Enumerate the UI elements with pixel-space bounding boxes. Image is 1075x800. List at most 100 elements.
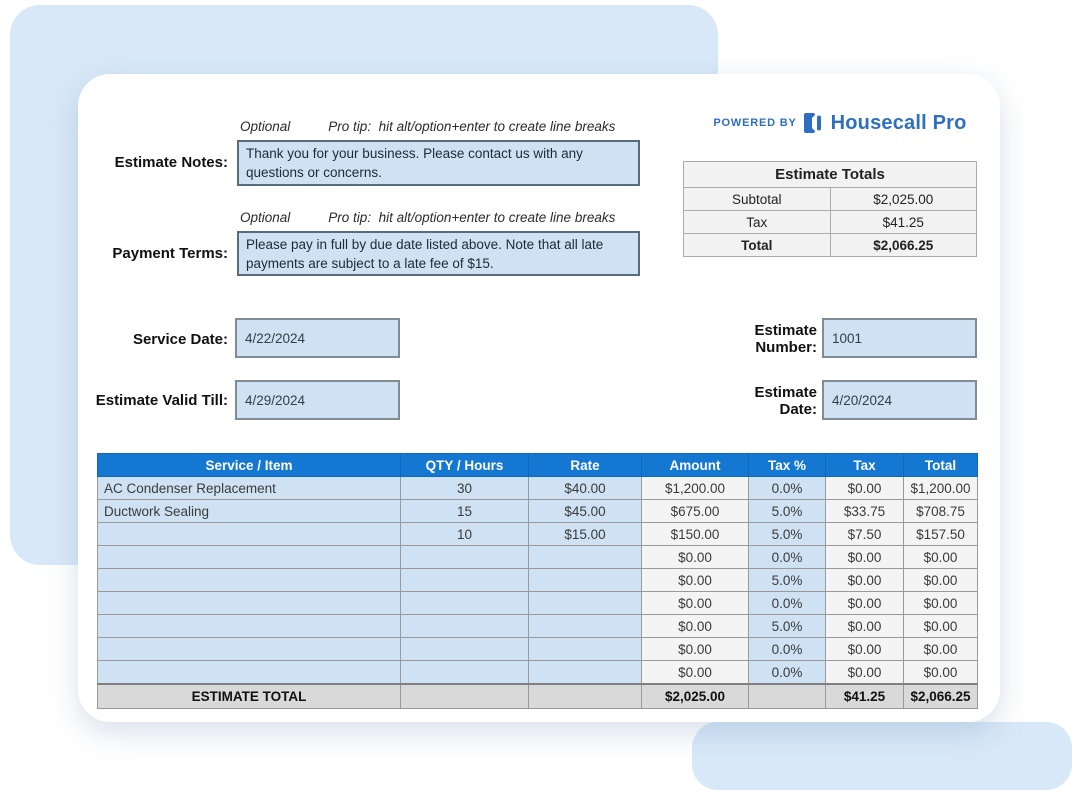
cell-amount: $0.00 [641, 545, 749, 569]
cell-rate[interactable]: $45.00 [528, 499, 642, 523]
cell-amount: $675.00 [641, 499, 749, 523]
subtotal-label: Subtotal [683, 187, 831, 211]
header-tax-percent: Tax % [748, 453, 826, 477]
powered-by-label: POWERED BY [713, 117, 797, 129]
housecall-pro-logo: POWERED BY Housecall Pro [700, 108, 980, 138]
cell-rate[interactable] [528, 660, 642, 685]
table-row: $0.00 0.0% $0.00 $0.00 [97, 545, 978, 569]
cell-tax-percent[interactable]: 5.0% [748, 499, 826, 523]
line-items-header: Service / Item QTY / Hours Rate Amount Tax %… [97, 453, 978, 477]
cell-service-item[interactable] [97, 614, 401, 638]
estimate-date-input[interactable]: 4/20/2024 [822, 380, 977, 420]
cell-tax: $0.00 [825, 591, 904, 615]
cell-rate[interactable] [528, 545, 642, 569]
estimate-total-amount: $2,025.00 [641, 683, 749, 709]
background-shape-bottom-right [692, 722, 1072, 790]
cell-rate[interactable] [528, 614, 642, 638]
cell-total: $708.75 [903, 499, 978, 523]
cell-rate[interactable] [528, 568, 642, 592]
table-row: $0.00 0.0% $0.00 $0.00 [97, 591, 978, 615]
cell-tax-percent[interactable]: 5.0% [748, 522, 826, 546]
line-items-table: Service / Item QTY / Hours Rate Amount Tax %… [97, 453, 978, 709]
table-row: $0.00 5.0% $0.00 $0.00 [97, 614, 978, 638]
cell-qty-hours[interactable] [400, 637, 529, 661]
cell-service-item[interactable] [97, 568, 401, 592]
cell-tax: $0.00 [825, 660, 904, 685]
cell-tax-percent[interactable]: 0.0% [748, 476, 826, 500]
tax-value: $41.25 [829, 210, 977, 234]
cell-total: $0.00 [903, 591, 978, 615]
notes-hint-row: Optional Pro tip: hit alt/option+enter t… [240, 119, 615, 134]
cell-rate[interactable]: $15.00 [528, 522, 642, 546]
header-service-item: Service / Item [97, 453, 401, 477]
cell-total: $1,200.00 [903, 476, 978, 500]
payment-terms-hint-row: Optional Pro tip: hit alt/option+enter t… [240, 210, 615, 225]
cell-service-item[interactable] [97, 545, 401, 569]
estimate-notes-label: Estimate Notes: [114, 154, 228, 171]
cell-rate[interactable]: $40.00 [528, 476, 642, 500]
total-row: Total $2,066.25 [683, 233, 977, 257]
estimate-total-total: $2,066.25 [903, 683, 978, 709]
estimate-total-label: ESTIMATE TOTAL [97, 683, 401, 709]
cell-amount: $1,200.00 [641, 476, 749, 500]
pro-tip-label: Pro tip: hit alt/option+enter to create … [328, 119, 616, 134]
estimate-valid-till-label: Estimate Valid Till: [95, 392, 228, 409]
table-row: $0.00 0.0% $0.00 $0.00 [97, 637, 978, 661]
cell-tax-percent[interactable]: 0.0% [748, 660, 826, 685]
header-tax: Tax [825, 453, 904, 477]
brand-name: Housecall Pro [830, 111, 967, 134]
cell-qty-hours[interactable]: 30 [400, 476, 529, 500]
cell-amount: $0.00 [641, 637, 749, 661]
estimate-total-tax: $41.25 [825, 683, 904, 709]
cell-tax: $33.75 [825, 499, 904, 523]
cell-service-item[interactable]: Ductwork Sealing [97, 499, 401, 523]
cell-tax-percent[interactable]: 0.0% [748, 591, 826, 615]
cell-qty-hours[interactable] [400, 614, 529, 638]
header-qty-hours: QTY / Hours [400, 453, 529, 477]
cell-amount: $0.00 [641, 660, 749, 685]
estimate-number-input[interactable]: 1001 [822, 318, 977, 358]
cell-tax-percent[interactable]: 0.0% [748, 545, 826, 569]
estimate-valid-till-input[interactable]: 4/29/2024 [235, 380, 400, 420]
cell-total: $0.00 [903, 637, 978, 661]
header-row: Service / Item QTY / Hours Rate Amount Tax %… [97, 453, 978, 477]
optional-label: Optional [240, 210, 291, 225]
estimate-total-tax-percent [748, 683, 826, 709]
cell-service-item[interactable]: AC Condenser Replacement [97, 476, 401, 500]
cell-tax-percent[interactable]: 5.0% [748, 614, 826, 638]
pro-tip-label: Pro tip: hit alt/option+enter to create … [328, 210, 616, 225]
cell-service-item[interactable] [97, 591, 401, 615]
cell-qty-hours[interactable] [400, 545, 529, 569]
table-row: $0.00 5.0% $0.00 $0.00 [97, 568, 978, 592]
cell-service-item[interactable] [97, 660, 401, 685]
cell-qty-hours[interactable] [400, 591, 529, 615]
cell-service-item[interactable] [97, 522, 401, 546]
cell-qty-hours[interactable] [400, 660, 529, 685]
cell-qty-hours[interactable]: 15 [400, 499, 529, 523]
table-row: Ductwork Sealing 15 $45.00 $675.00 5.0% $33.7… [97, 499, 978, 523]
cell-rate[interactable] [528, 637, 642, 661]
table-row: 10 $15.00 $150.00 5.0% $7.50 $157.50 [97, 522, 978, 546]
estimate-totals-title: Estimate Totals [683, 161, 977, 188]
cell-service-item[interactable] [97, 637, 401, 661]
estimate-totals-box: Estimate Totals Subtotal $2,025.00 Tax $… [683, 161, 977, 257]
cell-qty-hours[interactable] [400, 568, 529, 592]
cell-tax: $0.00 [825, 637, 904, 661]
cell-tax: $7.50 [825, 522, 904, 546]
service-date-input[interactable]: 4/22/2024 [235, 318, 400, 358]
cell-qty-hours[interactable]: 10 [400, 522, 529, 546]
table-row: $0.00 0.0% $0.00 $0.00 [97, 660, 978, 685]
payment-terms-input[interactable]: Please pay in full by due date listed ab… [237, 231, 640, 276]
cell-amount: $0.00 [641, 591, 749, 615]
cell-tax-percent[interactable]: 5.0% [748, 568, 826, 592]
cell-total: $0.00 [903, 660, 978, 685]
cell-total: $0.00 [903, 545, 978, 569]
table-row: AC Condenser Replacement 30 $40.00 $1,200.0… [97, 476, 978, 500]
optional-label: Optional [240, 119, 291, 134]
total-value: $2,066.25 [829, 233, 977, 257]
cell-tax: $0.00 [825, 568, 904, 592]
subtotal-row: Subtotal $2,025.00 [683, 187, 977, 211]
cell-tax-percent[interactable]: 0.0% [748, 637, 826, 661]
estimate-notes-input[interactable]: Thank you for your business. Please cont… [237, 140, 640, 186]
cell-rate[interactable] [528, 591, 642, 615]
